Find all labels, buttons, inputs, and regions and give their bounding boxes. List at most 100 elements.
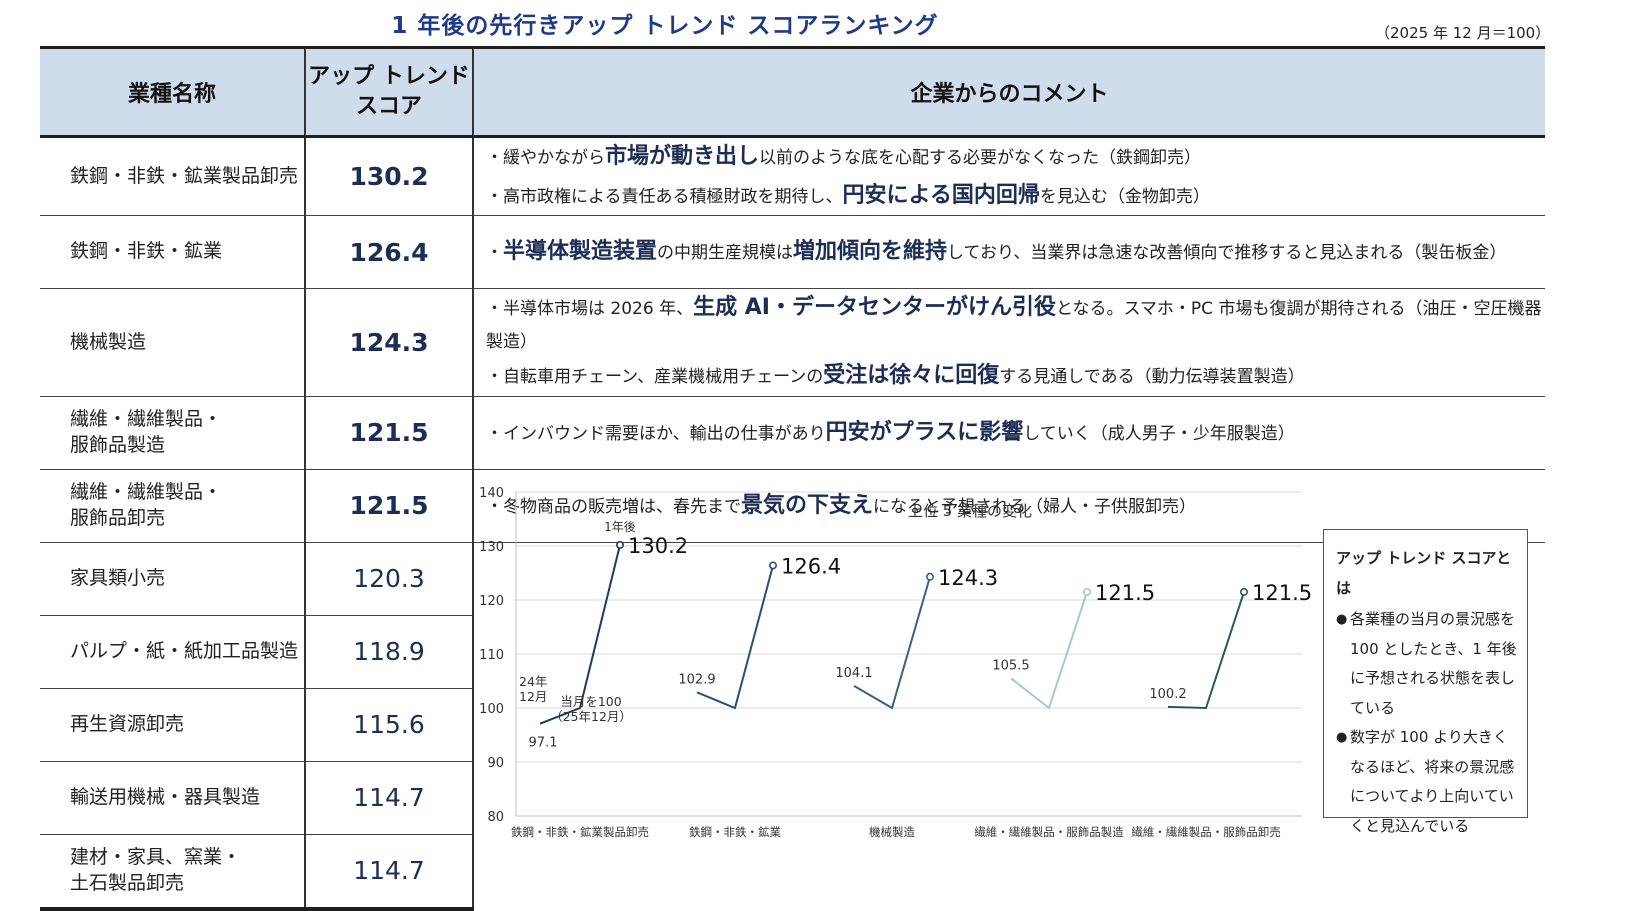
industry-name: 鉄鋼・非鉄・鉱業: [40, 215, 305, 289]
industry-name: 機械製造: [40, 288, 305, 397]
uptrend-score: 124.3: [304, 288, 474, 397]
series-line: [1010, 591, 1088, 710]
series-line: [1167, 591, 1245, 710]
industry-name: 再生資源卸売: [40, 688, 305, 762]
uptrend-score: 126.4: [304, 215, 474, 289]
info-bullet-text: 数字が 100 より大きくなるほど、将来の景況感についてより上向いていくと見込ん…: [1350, 728, 1515, 835]
data-label-start: 100.2: [1149, 687, 1186, 702]
y-tick-label: 110: [480, 648, 504, 663]
comment-text: の中期生産規模は: [657, 242, 794, 263]
series-line: [853, 576, 931, 710]
info-box-title: アップ トレンド スコアとは: [1336, 549, 1512, 597]
comment-text: ・: [486, 242, 503, 263]
table-row: 再生資源卸売 115.6: [40, 688, 1545, 762]
series-endpoint: [925, 572, 934, 581]
comment-highlight: 受注は徐々に回復: [823, 363, 1000, 389]
data-label-end: 124.3: [938, 566, 998, 590]
comment-text: を見込む（金物卸売）: [1039, 186, 1210, 207]
series-endpoint: [768, 561, 777, 570]
table-row: 繊維・繊維製品・ 服飾品製造 121.5 ・インバウンド需要ほか、輸出の仕事があり円安…: [40, 396, 1545, 470]
comment-text: となる。スマホ・PC 市場も復調が期待される（油圧・空圧機器製造）: [486, 299, 1542, 352]
series-endpoint: [1239, 587, 1248, 596]
comment-highlight: 市場が動き出し: [605, 144, 760, 169]
x-category-label: 繊維・繊維製品・服飾品製造: [974, 825, 1124, 839]
uptrend-score: 121.5: [304, 469, 474, 543]
data-label-end: 121.5: [1252, 581, 1312, 605]
comment-line: ・半導体市場は 2026 年、生成 AI・データセンターがけん引役となる。スマホ…: [486, 289, 1545, 357]
comment-text: しており、当業界は急速な改善傾向で推移すると見込まれる（製缶板金）: [947, 242, 1507, 263]
comment-text: していく（成人男子・少年服製造）: [1023, 423, 1295, 444]
ranking-body: 鉄鋼・非鉄・鉱業製品卸売 130.2 ・緩やかながら市場が動き出し以前のような底を心…: [40, 136, 1545, 911]
company-comment: ・半導体製造装置の中期生産規模は増加傾向を維持しており、当業界は急速な改善傾向で…: [473, 215, 1545, 289]
comment-line: ・半導体製造装置の中期生産規模は増加傾向を維持しており、当業界は急速な改善傾向で…: [486, 233, 1545, 272]
series-endpoint: [1082, 587, 1091, 596]
data-label-start: 97.1: [529, 736, 558, 751]
industry-name: 輸送用機械・器具製造: [40, 761, 305, 835]
comment-highlight: 半導体製造装置: [503, 238, 658, 264]
table-row: 繊維・繊維製品・ 服飾品卸売 121.5 ・冬物商品の販売増は、春先まで景気の下支えに…: [40, 469, 1545, 543]
table-row: 鉄鋼・非鉄・鉱業製品卸売 130.2 ・緩やかながら市場が動き出し以前のような底を心…: [40, 136, 1545, 216]
industry-name: 家具類小売: [40, 542, 305, 616]
data-label-end: 121.5: [1095, 581, 1155, 605]
table-row: 家具類小売 120.3: [40, 542, 1545, 616]
table-row: 機械製造 124.3 ・半導体市場は 2026 年、生成 AI・データセンターがけん…: [40, 288, 1545, 397]
y-tick-label: 120: [480, 594, 504, 609]
table-row: 輸送用機械・器具製造 114.7: [40, 761, 1545, 835]
x-category-label: 鉄鋼・非鉄・鉱業製品卸売: [511, 825, 649, 839]
data-label-start: 102.9: [678, 672, 715, 687]
period-label-current: （25年12月）: [550, 709, 632, 724]
uptrend-score: 114.7: [304, 834, 474, 911]
comment-highlight: 生成 AI・データセンターがけん引役: [693, 295, 1056, 320]
series-line: [539, 544, 621, 725]
comment-line: ・緩やかながら市場が動き出し以前のような底を心配する必要がなくなった（鉄鋼卸売）: [486, 138, 1545, 177]
table-row: 鉄鋼・非鉄・鉱業 126.4 ・半導体製造装置の中期生産規模は増加傾向を維持しており…: [40, 215, 1545, 289]
data-label-start: 104.1: [835, 666, 872, 681]
header-industry: 業種名称: [40, 46, 305, 138]
header-score-line2: スコア: [355, 94, 422, 119]
info-bullet-text: 各業種の当月の景況感を 100 としたとき、1 年後に予想される状態を表している: [1350, 610, 1517, 717]
header-score-line1: アップ トレンド: [308, 64, 470, 90]
comment-text: ・緩やかながら: [486, 148, 605, 168]
company-comment: ・インバウンド需要ほか、輸出の仕事があり円安がプラスに影響していく（成人男子・少…: [473, 396, 1545, 470]
x-category-label: 鉄鋼・非鉄・鉱業: [689, 825, 781, 839]
page-title: 1 年後の先行きアップ トレンド スコアランキング: [391, 13, 939, 39]
industry-name: 繊維・繊維製品・ 服飾品卸売: [40, 469, 305, 543]
y-tick-label: 80: [487, 810, 504, 825]
uptrend-score: 118.9: [304, 615, 474, 689]
series-endpoint: [616, 540, 625, 549]
comment-text: ・半導体市場は 2026 年、: [486, 299, 694, 319]
bullet-dot-icon: ●: [1336, 730, 1348, 745]
comment-text: する見通しである（動力伝導装置製造）: [999, 367, 1305, 388]
industry-name: 建材・家具、窯業・ 土石製品卸売: [40, 834, 305, 911]
comment-highlight: 円安による国内回帰: [842, 182, 1040, 208]
industry-name: パルプ・紙・紙加工品製造: [40, 615, 305, 689]
table-header-row: 業種名称 アップ トレンド スコア 企業からのコメント: [40, 46, 1545, 138]
header-comment: 企業からのコメント: [472, 46, 1545, 138]
info-bullet: ● 各業種の当月の景況感を 100 としたとき、1 年後に予想される状態を表して…: [1336, 605, 1517, 723]
comment-text: ・冬物商品の販売増は、春先まで: [486, 496, 741, 517]
table-row: パルプ・紙・紙加工品製造 118.9: [40, 615, 1545, 689]
data-label-end: 130.2: [628, 534, 688, 558]
comment-text: ・高市政権による責任ある積極財政を期待し、: [486, 186, 843, 207]
header-score: アップ トレンド スコア: [304, 46, 473, 138]
comment-line: ・自転車用チェーン、産業機械用チェーンの受注は徐々に回復する見通しである（動力伝…: [486, 357, 1545, 396]
series-line: [696, 565, 774, 710]
period-label-end: 1年後: [604, 520, 636, 534]
comment-line: ・高市政権による責任ある積極財政を期待し、円安による国内回帰を見込む（金物卸売）: [486, 177, 1545, 216]
y-tick-label: 140: [480, 486, 504, 501]
data-label-end: 126.4: [781, 554, 841, 578]
period-label-start: 24年: [519, 674, 547, 689]
comment-line: ・冬物商品の販売増は、春先まで景気の下支えになると予想される（婦人・子供服卸売）: [486, 487, 1545, 526]
comment-text: になると予想される（婦人・子供服卸売）: [873, 496, 1197, 517]
chart-title: 上位 5 業種の変化: [908, 502, 1032, 520]
company-comment: ・緩やかながら市場が動き出し以前のような底を心配する必要がなくなった（鉄鋼卸売）…: [473, 136, 1545, 216]
comment-highlight: 増加傾向を維持: [793, 238, 948, 264]
comment-text: ・自転車用チェーン、産業機械用チェーンの: [486, 367, 824, 388]
uptrend-score: 121.5: [304, 396, 474, 470]
ranking-table: 業種名称 アップ トレンド スコア 企業からのコメント 鉄鋼・非鉄・鉱業製品卸売…: [40, 46, 1545, 911]
industry-name: 繊維・繊維製品・ 服飾品製造: [40, 396, 305, 470]
comment-highlight: 円安がプラスに影響: [825, 419, 1024, 445]
bullet-dot-icon: ●: [1336, 612, 1348, 627]
data-label-start: 105.5: [992, 658, 1029, 673]
comment-text: 以前のような底を心配する必要がなくなった（鉄鋼卸売）: [759, 148, 1202, 168]
